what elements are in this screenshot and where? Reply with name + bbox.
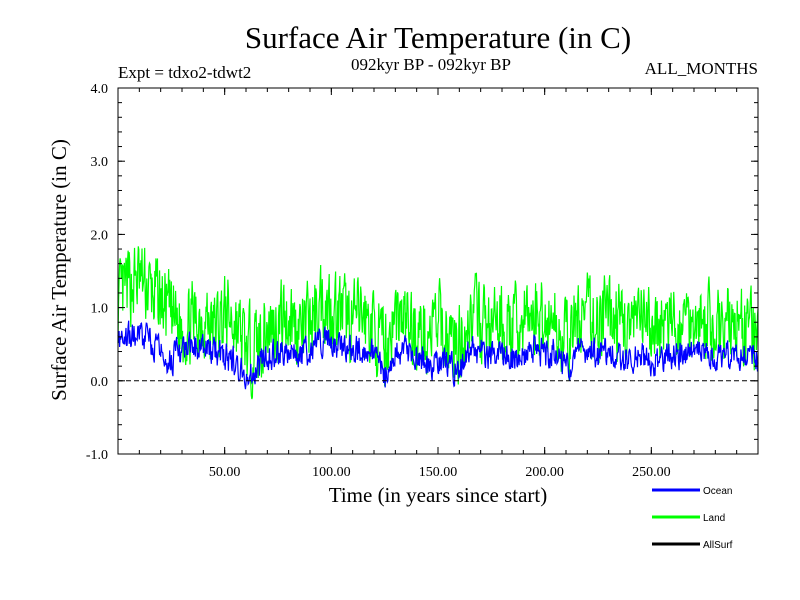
legend: Ocean Land AllSurf [652,486,733,551]
x-tick-label: 250.00 [632,465,671,480]
x-tick-label: 200.00 [525,465,564,480]
period-label: 092kyr BP - 092kyr BP [351,55,511,74]
x-tick-label: 50.00 [209,465,241,480]
y-tick-label: -1.0 [86,448,108,463]
experiment-label: Expt = tdxo2-tdwt2 [118,63,251,82]
x-tick-label: 100.00 [312,465,351,480]
y-tick-label: 3.0 [91,155,109,170]
x-axis-title: Time (in years since start) [329,483,548,507]
plot-series [117,246,759,400]
chart-title: Surface Air Temperature (in C) [245,20,631,55]
legend-label: Land [703,513,725,524]
x-tick-label: 150.00 [419,465,458,480]
legend-label: AllSurf [703,540,733,551]
y-tick-label: 1.0 [91,302,109,317]
x-axis: 50.00 100.00 150.00 200.00 250.00 [138,88,738,480]
y-axis: -1.0 0.0 1.0 2.0 3.0 4.0 [86,82,758,463]
plot-frame [117,87,759,455]
legend-label: Ocean [703,486,732,497]
y-axis-title: Surface Air Temperature (in C) [47,139,71,401]
y-tick-label: 2.0 [91,228,109,243]
series-line-ocean [117,320,759,390]
y-tick-label: 0.0 [91,375,109,390]
y-tick-label: 4.0 [91,82,109,97]
months-label: ALL_MONTHS [645,59,758,78]
series-line-land [117,246,759,400]
